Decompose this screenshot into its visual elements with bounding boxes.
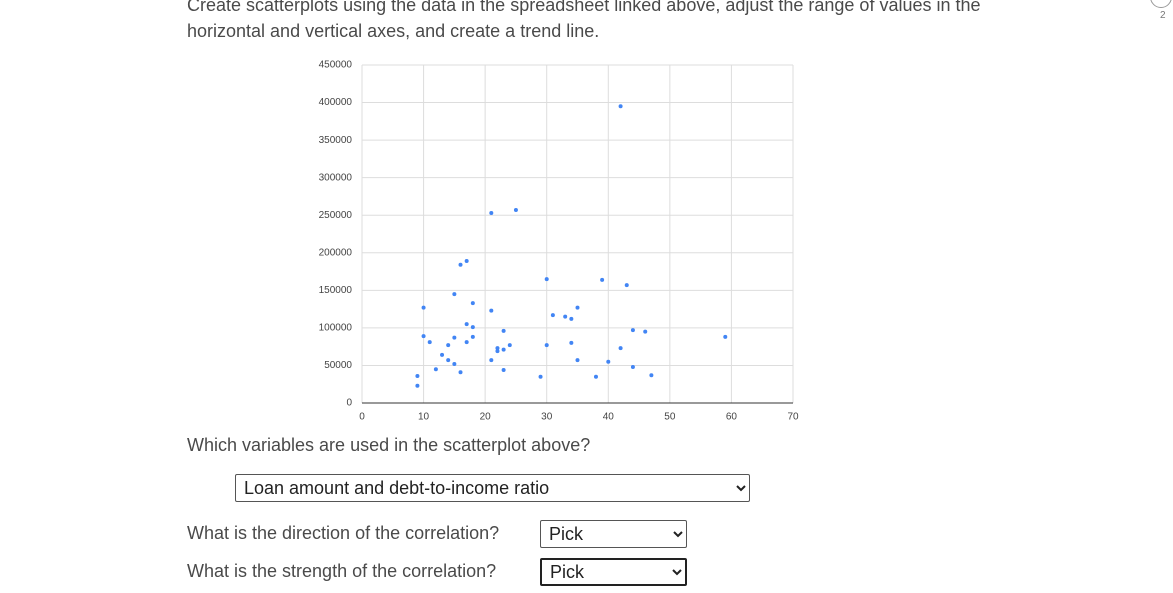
point <box>624 283 629 288</box>
point <box>630 328 635 333</box>
point <box>507 343 512 348</box>
badge: 2 <box>1160 10 1166 21</box>
point <box>495 349 500 354</box>
y-tick-label: 350000 <box>319 135 353 146</box>
icon <box>1150 0 1172 8</box>
point <box>415 373 420 378</box>
x-tick-label: 20 <box>480 412 492 423</box>
answer-select[interactable]: Pick <box>540 558 687 586</box>
point <box>538 374 543 379</box>
point <box>575 305 580 310</box>
x-tick-label: 50 <box>664 412 676 423</box>
point <box>593 374 598 379</box>
y-tick-label: 200000 <box>319 247 353 258</box>
point <box>501 328 506 333</box>
point <box>489 358 494 363</box>
point <box>470 334 475 339</box>
point <box>630 364 635 369</box>
question: What is the direction of the correlation… <box>187 523 500 543</box>
point <box>470 325 475 330</box>
point <box>618 346 623 351</box>
point <box>513 207 518 212</box>
point <box>489 210 494 215</box>
y-tick-label: 300000 <box>319 172 353 183</box>
point <box>569 340 574 345</box>
point <box>440 352 445 357</box>
point <box>575 358 580 363</box>
point <box>415 383 420 388</box>
point <box>489 308 494 313</box>
point <box>501 347 506 352</box>
question: Which variables are used in the scatterp… <box>187 435 591 455</box>
x-tick-label: 70 <box>787 412 799 423</box>
point <box>544 277 549 282</box>
point <box>458 370 463 375</box>
point <box>569 316 574 321</box>
point <box>600 277 605 282</box>
x-tick-label: 0 <box>359 412 365 423</box>
y-tick-label: 450000 <box>319 60 353 71</box>
point <box>606 359 611 364</box>
answer-select[interactable]: Loan amount and debt-to-income ratio <box>235 474 750 502</box>
point <box>433 367 438 372</box>
point <box>446 343 451 348</box>
y-tick-label: 150000 <box>319 285 353 296</box>
chart: 0 50000 100000 150000 200000 250000 300000 3500… <box>319 60 799 423</box>
x-tick-label: 60 <box>726 412 738 423</box>
point <box>427 340 432 345</box>
point <box>501 367 506 372</box>
point <box>464 322 469 327</box>
point <box>458 262 463 267</box>
y-tick-label: 0 <box>346 398 352 409</box>
point <box>452 292 457 297</box>
point <box>452 335 457 340</box>
point <box>550 313 555 318</box>
point <box>421 305 426 310</box>
y-tick-label: 50000 <box>324 360 352 371</box>
instructions: Create scatterplots using the data in th… <box>187 0 981 41</box>
point <box>464 259 469 264</box>
point <box>544 343 549 348</box>
point <box>452 361 457 366</box>
y-tick-label: 400000 <box>319 97 353 108</box>
point <box>643 329 648 334</box>
answer-select[interactable]: Pick <box>540 520 687 548</box>
point <box>723 334 728 339</box>
point <box>649 373 654 378</box>
point <box>464 340 469 345</box>
point <box>421 334 426 339</box>
x-tick-label: 40 <box>603 412 615 423</box>
x-tick-label: 30 <box>541 412 553 423</box>
point <box>495 346 500 351</box>
x-tick-label: 10 <box>418 412 430 423</box>
point <box>618 104 623 109</box>
y-tick-label: 250000 <box>319 210 353 221</box>
point <box>563 314 568 319</box>
point <box>470 301 475 306</box>
point <box>446 358 451 363</box>
y-tick-label: 100000 <box>319 323 353 334</box>
question: What is the strength of the correlation? <box>187 561 497 581</box>
